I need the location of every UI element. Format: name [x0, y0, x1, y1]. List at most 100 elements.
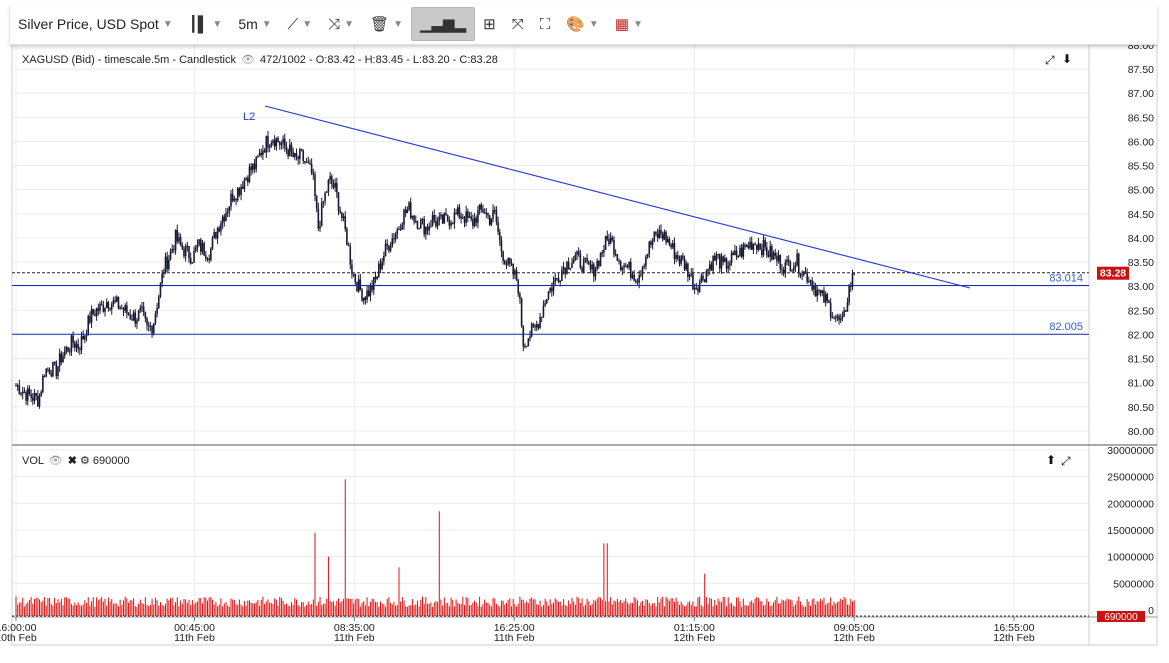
candle-body	[346, 229, 348, 245]
candle-body	[846, 302, 849, 312]
candle-body	[519, 293, 521, 299]
candle-body	[163, 273, 165, 275]
candle-body	[366, 290, 368, 300]
expand-pane-icon[interactable]: ⤢	[1061, 454, 1071, 468]
language-button[interactable]: ▦ ▼	[607, 8, 651, 40]
candle-body	[446, 214, 449, 221]
candle-body	[655, 231, 657, 234]
candle-body	[645, 256, 647, 267]
candle-body	[262, 150, 264, 155]
candle-body	[608, 239, 610, 245]
candle-body	[552, 282, 555, 292]
candle-body	[643, 266, 646, 268]
candle-body	[31, 397, 34, 401]
fullscreen-icon: ⤧	[511, 15, 524, 33]
candle-body	[619, 261, 622, 270]
candle-body	[258, 152, 261, 156]
candle-body	[796, 253, 798, 266]
candle-body	[448, 220, 451, 226]
candle-body	[277, 138, 279, 143]
candle-body	[406, 209, 409, 213]
candle-body	[839, 318, 842, 321]
instrument-selector[interactable]: Silver Price, USD Spot ▼	[10, 8, 181, 40]
candle-body	[715, 254, 718, 261]
trendline-l2[interactable]	[264, 105, 971, 289]
candle-body	[787, 259, 790, 262]
candle-body	[299, 149, 301, 160]
candle-body	[703, 279, 706, 282]
gear-icon[interactable]: ⚙	[79, 455, 90, 467]
arrow-down-icon[interactable]: ⬇	[1062, 52, 1073, 66]
delete-button[interactable]: 🗑 ▼	[362, 8, 411, 40]
candle-body	[493, 209, 496, 211]
fit-button[interactable]: ⛶	[532, 8, 559, 40]
candle-body	[339, 210, 341, 213]
candle-body	[638, 275, 640, 283]
candle-body	[673, 243, 676, 259]
close-icon[interactable]: ✖	[67, 455, 77, 467]
flag-uk-icon: ▦	[614, 16, 630, 33]
volume-toggle-button[interactable]: ▁▃▆▂	[410, 7, 476, 41]
candle-body	[80, 336, 83, 351]
candle-body	[729, 263, 731, 266]
candle-body	[809, 280, 812, 282]
palette-button[interactable]: 🎨 ▼	[558, 8, 607, 40]
candle-body	[601, 252, 604, 254]
candle-body	[315, 196, 318, 209]
timeframe-selector[interactable]: 5m ▼	[230, 8, 279, 40]
arrow-up-icon[interactable]: ⬆	[1046, 453, 1057, 467]
candle-body	[712, 256, 714, 271]
candle-body	[40, 391, 42, 397]
candle-body	[569, 268, 572, 270]
fullscreen-button[interactable]: ⤧	[504, 8, 532, 40]
indicator-button[interactable]: ⤨ ▼	[320, 8, 362, 40]
instrument-label: Silver Price, USD Spot	[18, 16, 159, 32]
time-axis-date-label: 10th Feb	[0, 632, 37, 644]
candle-body	[504, 260, 506, 265]
candle-body	[794, 265, 797, 268]
candle-body	[710, 264, 713, 271]
eye-icon[interactable]: 👁	[241, 54, 255, 66]
candle-body	[451, 222, 454, 224]
candle-body	[572, 259, 575, 263]
candle-body	[324, 192, 326, 202]
expand-pane-icon[interactable]: ⤢	[1045, 53, 1055, 67]
crosshair-button[interactable]: ⊞	[475, 8, 504, 40]
candle-body	[186, 245, 189, 247]
candle-body	[384, 243, 387, 257]
last-volume-badge	[1097, 611, 1145, 622]
candle-body	[460, 216, 462, 219]
candle-body	[507, 257, 509, 265]
candle-type-button[interactable]: ┃▌ ▼	[181, 8, 231, 40]
candle-body	[515, 270, 518, 281]
candle-body	[724, 258, 726, 262]
candle-body	[492, 209, 494, 219]
candle-body	[744, 244, 746, 248]
price-axis-tick-label: 87.00	[1128, 88, 1154, 100]
candle-body	[660, 229, 662, 235]
candle-body	[813, 285, 815, 290]
candle-body	[413, 215, 415, 222]
candle-body	[398, 228, 400, 230]
candle-body	[675, 255, 677, 259]
draw-line-button[interactable]: ⟋ ▼	[280, 8, 320, 40]
candle-body	[687, 263, 689, 277]
candle-body	[208, 258, 210, 261]
candle-body	[653, 231, 656, 242]
candle-body	[631, 274, 634, 278]
candle-body	[378, 263, 380, 277]
eye-icon[interactable]: 👁	[48, 455, 63, 467]
candle-body	[206, 258, 209, 260]
chevron-down-icon: ▼	[393, 18, 403, 30]
candle-body	[702, 275, 704, 280]
candle-body	[802, 271, 805, 276]
candle-body	[132, 312, 135, 321]
chevron-down-icon: ▼	[261, 18, 272, 30]
candle-body	[420, 219, 422, 229]
candle-body	[776, 255, 778, 262]
candle-body	[280, 143, 283, 145]
candle-body	[613, 240, 615, 255]
candle-body	[455, 212, 457, 215]
candle-body	[18, 385, 21, 395]
